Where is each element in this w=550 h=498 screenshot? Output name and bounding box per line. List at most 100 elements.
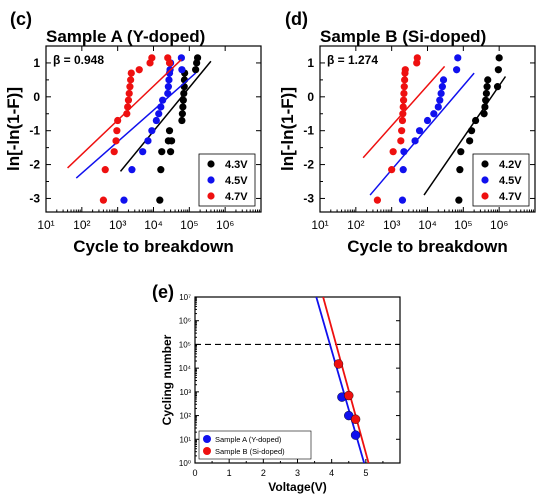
data-point-4.5V [415, 127, 424, 135]
x-tick-label: 2 [261, 468, 266, 478]
legend-marker [207, 192, 215, 200]
data-point-4.7V [413, 54, 421, 62]
data-point-4.7V [398, 127, 406, 135]
data-point-4.3V [165, 127, 174, 135]
data-point-4.7V [398, 116, 407, 125]
data-point-4.2V [484, 76, 492, 84]
y-tick-label: 0 [33, 90, 40, 104]
data-point-4.5V [164, 83, 172, 91]
legend-marker [481, 192, 489, 200]
data-point-4.3V [179, 103, 187, 111]
data-point-4.5V [152, 116, 160, 125]
legend-label: 4.3V [225, 159, 248, 171]
y-tick-label: 10³ [179, 388, 191, 397]
fit-line-4.5V [369, 72, 475, 196]
data-point-4.5V [139, 148, 147, 156]
fit-line-4.3V [119, 60, 212, 172]
data-point-4.5V [400, 148, 408, 156]
data-point-4.2V [495, 54, 503, 62]
data-point-4.7V [399, 110, 407, 118]
y-tick-label: 10⁴ [179, 364, 192, 373]
x-tick-label: 10¹ [37, 218, 54, 232]
legend-label: 4.5V [499, 175, 522, 187]
x-tick-label: 10² [73, 218, 90, 232]
data-point-4.3V [179, 96, 187, 104]
y-axis-label: Cycling number [160, 334, 174, 425]
x-tick-label: 10⁵ [180, 218, 198, 232]
data-point-4.7V [135, 66, 143, 74]
data-point-4.7V [114, 116, 122, 125]
x-tick-label: 10⁶ [490, 218, 508, 232]
chart-panel-e: 0 1 2 3 4 5 10⁰ 10¹ 10² 10³ 10⁴ 10⁵ 10⁶ 10⁷ Voltage(V)… [160, 293, 401, 494]
data-point-4.5V [399, 166, 407, 174]
data-point [350, 414, 361, 424]
data-point-4.3V [178, 110, 186, 118]
data-point-4.2V [482, 96, 490, 104]
data-point-4.7V [397, 137, 405, 145]
beta-annotation: β = 1.274 [327, 53, 378, 67]
x-tick-label: 0 [192, 468, 197, 478]
data-point-4.2V [455, 196, 463, 204]
data-point-4.5V [434, 103, 442, 111]
data-point-4.5V [128, 166, 136, 174]
data-point-4.5V [398, 196, 407, 204]
data-point-4.7V [99, 196, 108, 204]
data-point-4.2V [480, 110, 488, 118]
y-tick-label: -1 [303, 124, 314, 138]
data-point-4.5V [439, 76, 448, 84]
y-tick-label: 10⁷ [179, 293, 191, 302]
x-tick-label: 10² [347, 218, 364, 232]
x-tick-label: 10⁴ [144, 218, 163, 232]
data-point-4.2V [466, 137, 474, 145]
data-point-4.5V [155, 110, 163, 118]
data-point-4.3V [192, 66, 200, 74]
y-tick-label: 10¹ [179, 435, 191, 444]
fit-line-4.2V [423, 76, 507, 196]
data-point-4.2V [481, 103, 489, 111]
data-point-4.7V [148, 54, 156, 62]
data-point-4.7V [101, 166, 109, 174]
y-tick-label: 10⁵ [179, 340, 191, 349]
chart-panel-d: 10¹ 10² 10³ 10⁴ 10⁵ 10⁶ -3 -2 -1 0 1 Cycle to break… [278, 45, 536, 256]
data-point-4.7V [399, 103, 407, 111]
y-tick-label: -2 [29, 158, 40, 172]
legend-box [198, 430, 312, 460]
data-point-4.7V [125, 89, 133, 98]
data-point-4.3V [157, 166, 165, 174]
data-point-4.7V [400, 89, 408, 98]
data-point-4.5V [177, 54, 185, 62]
x-tick-label: 4 [329, 468, 334, 478]
x-tick-label: 3 [295, 468, 300, 478]
legend-marker [207, 176, 215, 184]
data-point-4.7V [388, 166, 396, 174]
data-point-4.2V [493, 83, 502, 91]
legend-label: Sample A (Y-doped) [215, 435, 282, 444]
data-point-4.2V [456, 166, 464, 174]
data-point-4.7V [110, 148, 118, 156]
data-point-4.3V [178, 116, 186, 125]
data-point-4.3V [180, 89, 188, 98]
data-point-4.5V [453, 66, 461, 74]
data-point-4.5V [438, 83, 446, 91]
chart-panel-c: 10¹ 10² 10³ 10⁴ 10⁵ 10⁶ -3 -2 -1 0 1 Cycle to break… [4, 45, 262, 256]
data-point-4.7V [400, 83, 408, 91]
data-point-4.7V [373, 196, 382, 204]
data-point-4.5V [165, 76, 173, 84]
data-point-4.7V [165, 59, 174, 67]
y-tick-label: 10² [179, 412, 191, 421]
y-tick-label: 10⁶ [179, 317, 191, 326]
x-tick-label: 10³ [109, 218, 126, 232]
y-tick-label: 0 [307, 90, 314, 104]
data-point-4.7V [399, 96, 408, 104]
data-point-4.5V [430, 110, 438, 118]
x-axis-label: Voltage(V) [268, 480, 326, 494]
data-point-4.7V [124, 96, 133, 104]
legend-marker [481, 176, 489, 184]
data-point-4.7V [113, 127, 121, 135]
data-point-4.2V [467, 127, 476, 135]
legend-marker [481, 160, 489, 168]
data-point-4.2V [482, 89, 490, 98]
data-point-4.7V [401, 66, 409, 74]
x-tick-label: 10⁶ [216, 218, 234, 232]
legend-label: 4.7V [225, 191, 248, 203]
